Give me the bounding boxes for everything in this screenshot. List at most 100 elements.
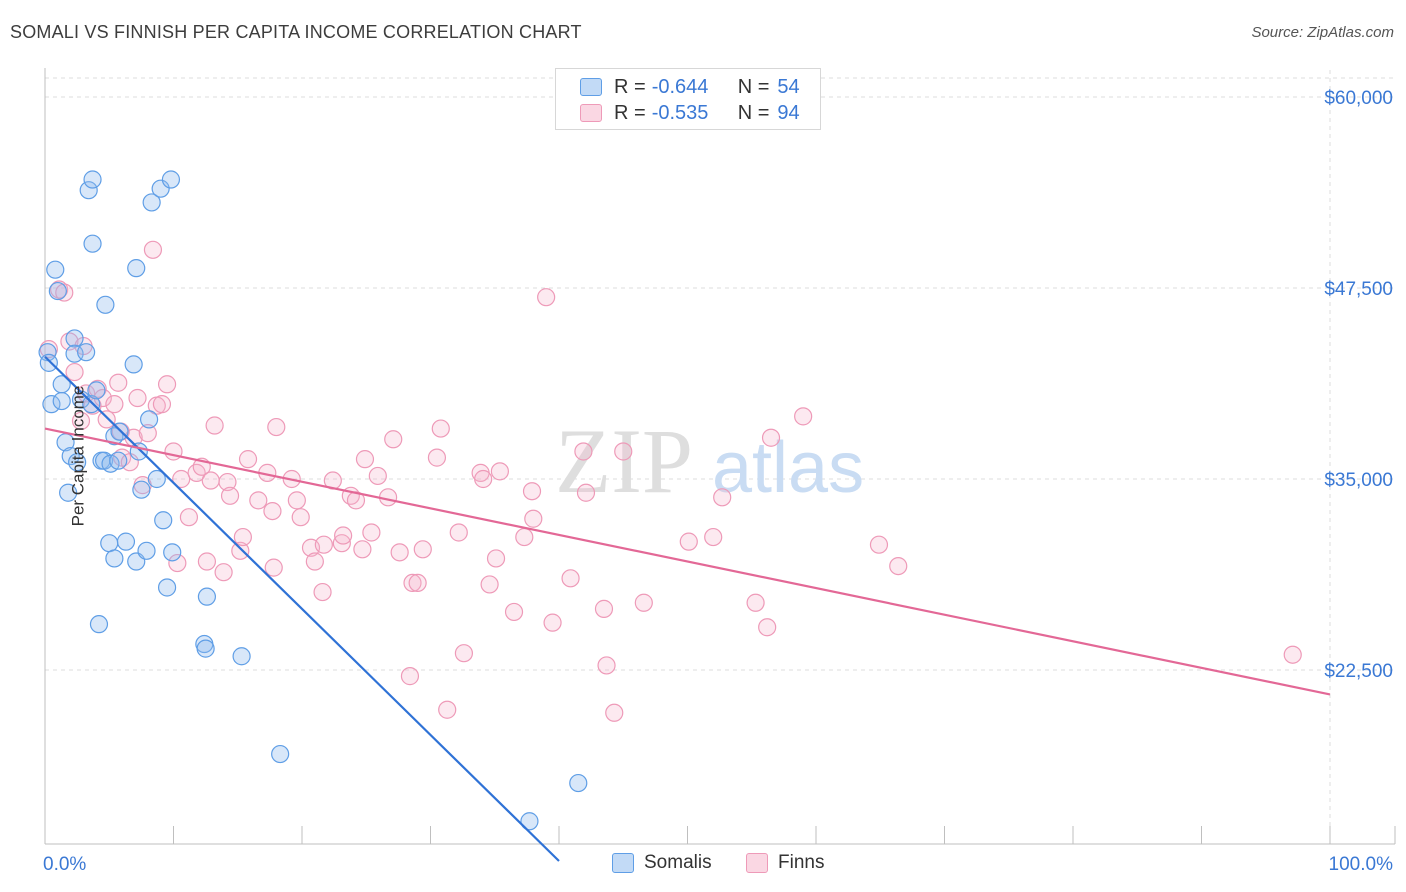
finns-point [431,419,450,438]
n-value: 54 [777,75,800,98]
finns-point [71,411,91,431]
finns-point [449,523,468,542]
watermark-atlas: atlas [712,428,864,508]
finns-point [384,430,403,449]
somalis-point [163,543,182,562]
y-tick-label: $22,500 [1324,661,1393,682]
finns-point [291,508,310,527]
finns-point [758,618,777,637]
finns-point [400,667,420,686]
finns-point [614,442,633,461]
somalis-point [77,343,96,362]
finns-point [152,395,172,414]
finns-point [746,593,765,612]
watermark-zip: ZIP [555,410,693,512]
somalis-point [42,395,61,414]
somalis-point [110,422,129,441]
somalis-point [139,410,159,429]
finns-point [368,466,387,486]
finns-point [408,573,427,593]
somalis-point [39,353,58,372]
somalis-point [83,234,102,253]
somalis-point [100,534,119,553]
x-tick-label-start: 0.0% [43,854,86,875]
somalis-point [137,541,156,560]
legend-item-somalis[interactable]: Somalis [612,852,712,874]
finns-point [490,462,509,481]
trend-lines [44,355,1331,862]
somalis-point [232,647,251,666]
finns-point [605,703,624,722]
somalis-point [96,295,115,314]
y-tick-label: $60,000 [1324,88,1393,109]
finns-point [413,540,432,559]
finns-legend-label: Finns [778,852,825,873]
somalis-point [82,395,101,414]
somalis-point [197,587,217,606]
finns-point [889,556,908,576]
finns-point [634,593,653,612]
somalis-point [65,344,84,363]
somalis-legend-label: Somalis [644,852,712,873]
somalis-point [142,193,161,212]
somalis-point [89,615,109,634]
finns-point [205,416,224,435]
somalis-point [196,639,215,658]
axes [44,68,1396,845]
somalis-point [65,329,84,348]
finns-point [679,532,698,551]
somalis-point [147,469,166,489]
finns-point [794,407,813,426]
finns-point [238,450,258,469]
finns-point [524,509,543,528]
finns-point [761,428,781,447]
finns-point [704,527,723,547]
somalis-legend-swatch [612,853,634,873]
somalis-point [83,170,102,189]
finns-point [201,471,220,490]
tick-labels: $60,000 $47,500 $35,000 $22,500 0.0% 100.0% [43,88,1393,875]
somalis-trend-line [44,355,560,862]
finns-point [267,417,286,437]
somalis-point [132,480,151,499]
somalis-point [151,179,170,198]
finns-point [390,543,409,562]
finns-point [179,508,199,527]
finns-point [138,424,157,443]
finns-point [515,527,534,547]
finns-point [362,523,381,542]
somalis-point [157,578,177,597]
r-label: R = [614,75,646,98]
somalis-point [52,391,71,411]
somalis-point [109,451,128,470]
finns-point [263,501,282,521]
finns-point [543,613,562,632]
finns-point [231,541,250,560]
finns-point [287,491,306,510]
source-label: Source: ZipAtlas.com [1251,24,1394,41]
finns-point [713,488,732,507]
finns-swatch [580,104,602,122]
legend-item-finns[interactable]: Finns [746,852,824,874]
correlation-legend: R = -0.644 N = 54 R = -0.535 N = 94 [555,68,821,130]
somalis-point [127,259,146,278]
somalis-point [59,483,78,502]
somalis-point [87,381,106,400]
finns-point [403,573,422,593]
finns-point [264,558,283,577]
finns-point [218,472,237,492]
finns-point [594,599,614,618]
finns-point [65,362,84,382]
finns-point [355,450,375,469]
finns-point [172,469,191,489]
finns-point [197,552,217,571]
finns-point [109,373,128,392]
somalis-point [161,170,181,189]
finns-point [438,700,457,719]
somalis-swatch [580,78,602,96]
finns-point [334,526,353,545]
finns-point [597,656,616,675]
somalis-point [46,260,65,279]
finns-point [332,534,351,553]
series-legend: Somalis Finns [0,852,1406,876]
